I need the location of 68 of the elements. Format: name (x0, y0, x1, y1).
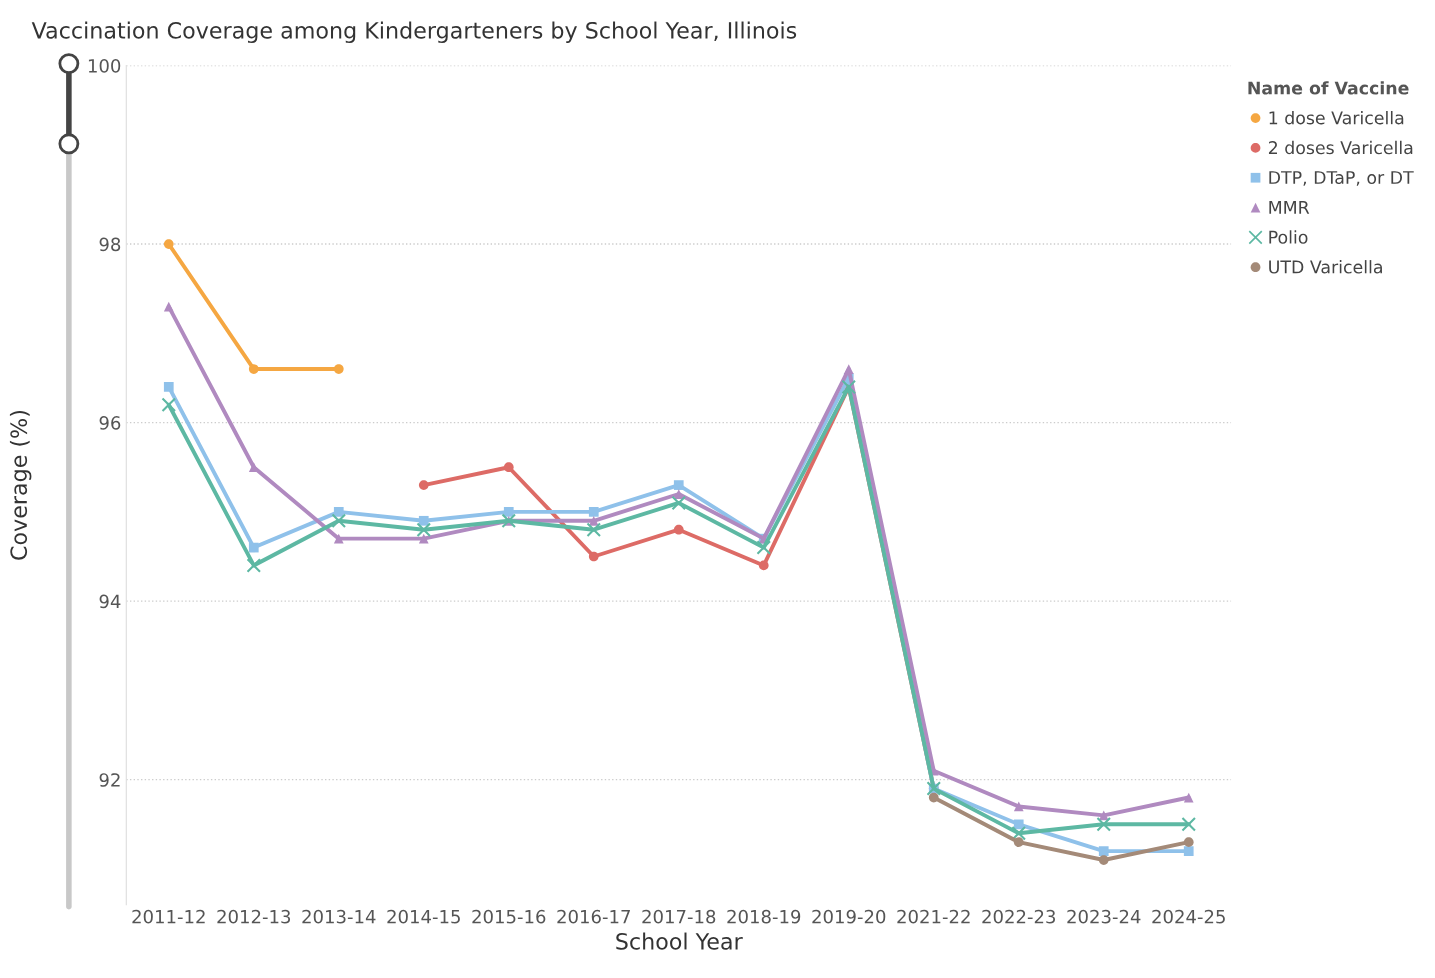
point (758, 560, 769, 571)
x-tick-label: 2023-24 (1067, 909, 1141, 924)
point (416, 522, 432, 538)
point (673, 524, 684, 535)
point (503, 507, 514, 517)
y-tick-label: 92 (99, 773, 120, 787)
x-tick-label: 2024-25 (1152, 909, 1225, 924)
point (1183, 846, 1194, 856)
point (1098, 846, 1109, 856)
x-tick-label: 2018-19 (727, 909, 801, 924)
point (671, 495, 687, 511)
point (1013, 837, 1024, 848)
y-axis-title: Coverage (%) (9, 411, 32, 560)
x-tick-label: 2012-13 (217, 909, 291, 924)
point (588, 507, 599, 517)
chart-title: Vaccination Coverage among Kindergarteners by School Year, Illinois (31, 21, 797, 44)
point (331, 513, 347, 529)
point (248, 542, 259, 553)
y-tick-label: 100 (88, 58, 121, 73)
x-tick-label: 2019-20 (812, 909, 886, 924)
x-tick-label: 2021-22 (897, 909, 970, 924)
point (246, 558, 262, 573)
legend-label: 1 dose Varicella (1269, 110, 1404, 125)
x-axis-title: School Year (616, 932, 743, 950)
point (1098, 810, 1109, 821)
point (1013, 819, 1024, 830)
point (843, 364, 854, 374)
legend-label: MMR (1269, 200, 1310, 214)
point (1098, 855, 1109, 865)
point (1096, 817, 1112, 832)
point (503, 462, 514, 473)
point (1013, 801, 1024, 812)
point (1181, 817, 1197, 832)
legend-label: DTP, DTaP, or DT (1269, 171, 1414, 186)
x-tick-label: 2016-17 (557, 909, 630, 924)
point (248, 364, 259, 374)
point (588, 515, 599, 526)
x-tick-label: 2015-16 (472, 909, 546, 924)
point (333, 533, 344, 544)
point (333, 364, 344, 374)
point (1183, 792, 1194, 803)
point (588, 551, 599, 562)
y-tick-label: 94 (99, 594, 121, 609)
point (163, 239, 174, 249)
y-tick-label: 98 (99, 237, 121, 252)
x-tick-label: 2013-14 (302, 909, 376, 924)
point (928, 792, 939, 803)
point (586, 522, 602, 538)
legend-label: UTD Varicella (1269, 260, 1382, 274)
point (163, 382, 174, 392)
point (418, 515, 429, 526)
point (418, 533, 429, 544)
point (333, 507, 344, 517)
x-tick-label: 2014-15 (387, 909, 460, 924)
point (1011, 825, 1027, 841)
x-tick-label: 2017-18 (642, 909, 716, 924)
y-tick-label: 96 (99, 416, 121, 430)
legend-title: Name of Vaccine (1248, 81, 1409, 95)
point (673, 480, 684, 490)
point (756, 540, 772, 555)
point (161, 397, 177, 413)
legend-label: 2 doses Varicella (1268, 140, 1413, 155)
point (163, 301, 174, 312)
x-tick-label: 2022-23 (982, 909, 1056, 924)
legend-label: Polio (1269, 230, 1308, 244)
point (1183, 837, 1194, 848)
x-tick-label: 2011-12 (132, 909, 205, 924)
point (418, 480, 429, 490)
